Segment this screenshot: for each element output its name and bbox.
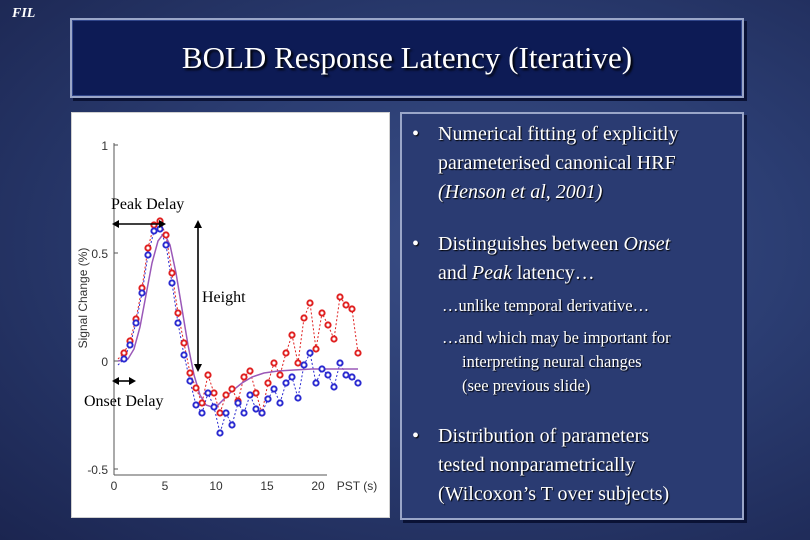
peak-term: Peak: [471, 262, 512, 284]
x-axis-label: PST (s): [337, 479, 377, 493]
x-tick-label: 0: [111, 479, 118, 493]
bullet-hrf-fitting: • Numerical fitting of explicitly parame…: [412, 120, 737, 207]
fitted-hrf-curve: [117, 231, 358, 408]
peak-delay-arrowhead-left: [112, 220, 119, 228]
slide-title: BOLD Response Latency (Iterative): [181, 40, 633, 75]
bullet-text-fragment: Distinguishes between: [438, 233, 624, 255]
bullet-dot: •: [412, 123, 420, 145]
bullet-text-line: Numerical fitting of explicitly: [438, 123, 679, 145]
bullet-text-line: and Peak latency…: [412, 259, 737, 288]
bullet-text-line: (Wilcoxon’s T over subjects): [438, 483, 670, 505]
onset-delay-arrowhead-left: [112, 377, 119, 385]
hrf-figure: 1 0.5 0 -0.5 0 5 10 15 20 PST (s) Signal…: [71, 112, 390, 518]
bullet-text-line: tested nonparametrically: [438, 454, 636, 476]
y-axis-label: Signal Change (%): [76, 248, 90, 349]
hrf-plot: 1 0.5 0 -0.5 0 5 10 15 20 PST (s) Signal…: [76, 139, 377, 493]
sub-point-neural-changes: …and which may be important for interpre…: [442, 326, 737, 398]
bullet-panel: • Numerical fitting of explicitly parame…: [400, 112, 744, 520]
fil-logo: FIL: [12, 6, 36, 21]
bullet-citation: (Henson et al, 2001): [438, 181, 603, 203]
bullet-text-fragment: and: [438, 262, 472, 284]
x-tick-label: 5: [162, 479, 169, 493]
peak-delay-arrowhead-right: [159, 220, 166, 228]
sub-point-text: (see previous slide): [462, 376, 591, 395]
onset-delay-arrowhead-right: [129, 377, 136, 385]
x-tick-label: 20: [311, 479, 325, 493]
sub-point-text: …unlike temporal derivative…: [442, 296, 650, 315]
red-series-line: [117, 220, 359, 415]
height-arrowhead-bottom: [194, 364, 202, 372]
bullet-text-line: parameterised canonical HRF: [438, 152, 676, 174]
x-tick-label: 15: [260, 479, 274, 493]
bullet-dot: •: [412, 425, 420, 447]
bullet-dot: •: [412, 233, 420, 255]
y-tick-label: 0: [101, 355, 108, 369]
height-arrowhead-top: [194, 220, 202, 228]
peak-delay-label: Peak Delay: [111, 196, 184, 213]
y-tick-label: 1: [101, 139, 108, 153]
bullet-text-fragment: latency…: [511, 262, 595, 284]
blue-data-points: [120, 225, 362, 437]
sub-point-text: interpreting neural changes: [462, 352, 642, 371]
title-banner: BOLD Response Latency (Iterative): [70, 18, 744, 98]
y-tick-label: -0.5: [87, 463, 108, 477]
sub-point-temporal-derivative: …unlike temporal derivative…: [442, 294, 737, 318]
bullet-onset-peak: • Distinguishes between Onset and Peak l…: [412, 230, 737, 288]
bullet-nonparametric: • Distribution of parameters tested nonp…: [412, 422, 737, 509]
red-data-points: [120, 217, 362, 417]
onset-delay-label: Onset Delay: [84, 393, 164, 410]
height-label: Height: [202, 289, 246, 306]
bullet-text-line: Distribution of parameters: [438, 425, 650, 447]
x-tick-label: 10: [209, 479, 223, 493]
onset-term: Onset: [623, 233, 671, 255]
sub-point-text: …and which may be important for: [442, 328, 671, 347]
y-tick-label: 0.5: [91, 247, 108, 261]
bullet-text-line: Distinguishes between Onset: [412, 230, 737, 259]
